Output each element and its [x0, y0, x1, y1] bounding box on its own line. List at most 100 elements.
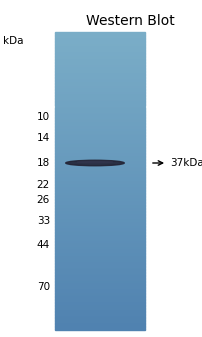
Bar [55, 32, 144, 33]
Bar [55, 296, 144, 297]
Bar [55, 252, 144, 254]
Bar [55, 163, 144, 164]
Bar [55, 318, 144, 319]
Bar [55, 260, 144, 262]
Bar [55, 319, 144, 321]
Text: 18: 18 [37, 158, 50, 168]
Bar [55, 220, 144, 221]
Bar [55, 160, 144, 162]
Bar [55, 227, 144, 229]
Bar [55, 327, 144, 329]
Bar [55, 102, 144, 103]
Bar [55, 285, 144, 287]
Text: 37kDa: 37kDa [169, 158, 202, 168]
Bar [55, 232, 144, 233]
Bar [55, 68, 144, 69]
Bar [55, 74, 144, 75]
Bar [55, 212, 144, 214]
Bar [55, 214, 144, 215]
Bar [55, 303, 144, 305]
Text: kDa: kDa [3, 36, 23, 46]
Bar [55, 315, 144, 316]
Bar [55, 316, 144, 318]
Bar [55, 86, 144, 87]
Bar [55, 284, 144, 285]
Bar [55, 135, 144, 136]
Bar [55, 47, 144, 49]
Bar [55, 273, 144, 275]
Bar [55, 306, 144, 308]
Bar [55, 276, 144, 278]
Bar [55, 294, 144, 296]
Bar [55, 177, 144, 178]
Bar [55, 138, 144, 139]
Bar [55, 77, 144, 78]
Bar [55, 206, 144, 208]
Bar [55, 126, 144, 127]
Bar [55, 275, 144, 276]
Bar [55, 272, 144, 273]
Bar [55, 127, 144, 129]
Bar [55, 224, 144, 226]
Bar [55, 141, 144, 142]
Bar [55, 290, 144, 291]
Bar [55, 312, 144, 314]
Bar [55, 239, 144, 241]
Bar [55, 183, 144, 184]
Bar [55, 148, 144, 150]
Bar [55, 96, 144, 97]
Bar [55, 321, 144, 323]
Bar [55, 117, 144, 118]
Bar [55, 42, 144, 44]
Bar [55, 180, 144, 181]
Bar [55, 281, 144, 282]
Bar [55, 110, 144, 111]
Bar [55, 203, 144, 205]
Bar [55, 159, 144, 160]
Bar [55, 83, 144, 84]
Bar [55, 235, 144, 236]
Bar [55, 181, 144, 183]
Bar [55, 308, 144, 309]
Bar [55, 288, 144, 290]
Bar [55, 41, 144, 42]
Bar [55, 121, 144, 123]
Ellipse shape [65, 160, 124, 166]
Bar [55, 80, 144, 81]
Bar [55, 194, 144, 196]
Bar [55, 191, 144, 193]
Bar [55, 156, 144, 157]
Bar [55, 193, 144, 194]
Bar [55, 66, 144, 68]
Bar [55, 38, 144, 39]
Bar [55, 254, 144, 255]
Text: Western Blot: Western Blot [85, 14, 174, 28]
Bar [55, 130, 144, 132]
Bar [55, 245, 144, 247]
Bar [55, 270, 144, 272]
Bar [55, 184, 144, 185]
Text: 70: 70 [37, 282, 50, 292]
Bar [55, 188, 144, 190]
Bar [55, 197, 144, 199]
Bar [55, 305, 144, 306]
Bar [55, 262, 144, 263]
Bar [55, 106, 144, 108]
Bar [55, 87, 144, 89]
Bar [55, 50, 144, 51]
Bar [55, 71, 144, 72]
Bar [55, 311, 144, 312]
Bar [55, 56, 144, 57]
Bar [55, 326, 144, 327]
Bar [55, 133, 144, 135]
Bar [55, 132, 144, 133]
Bar [55, 299, 144, 300]
Bar [55, 72, 144, 74]
Bar [55, 190, 144, 191]
Bar [55, 257, 144, 258]
Text: 22: 22 [37, 181, 50, 190]
Bar [55, 230, 144, 232]
Bar [55, 51, 144, 53]
Bar [55, 129, 144, 130]
Bar [55, 33, 144, 35]
